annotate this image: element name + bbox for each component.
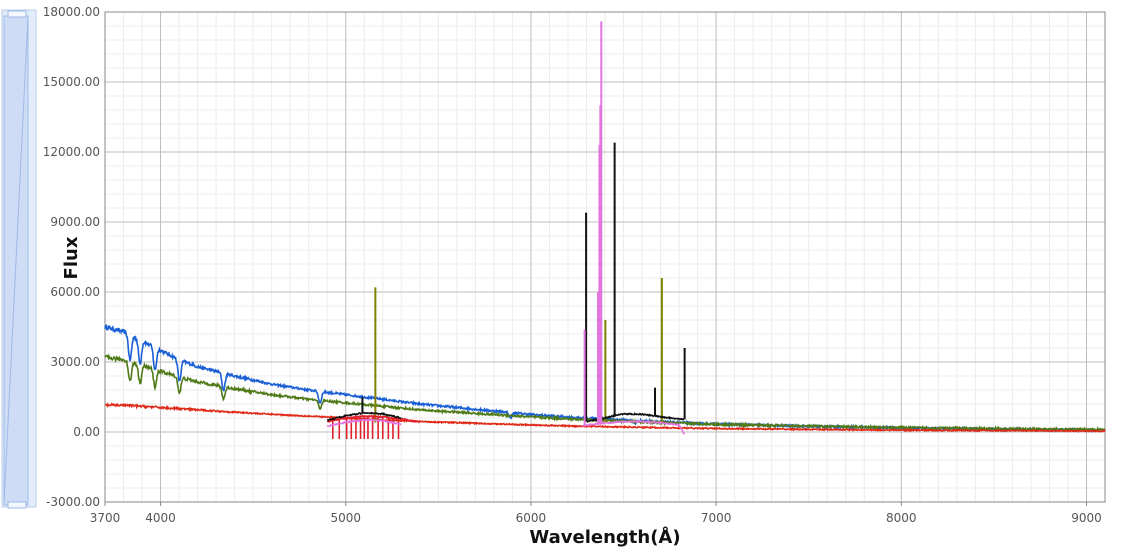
range-slider-panel[interactable]: [0, 0, 40, 512]
plot-area: [104, 11, 1106, 503]
spectrum-line: [586, 412, 685, 424]
spectrum-line: [327, 418, 402, 428]
x-axis-ticks: 3700 4000 5000 6000 7000 8000 9000: [90, 502, 1102, 525]
spectrum-line: [105, 402, 1106, 434]
x-axis-title: Wavelength(Å): [529, 525, 680, 548]
y-tick-label: 6000.00: [50, 285, 100, 299]
y-tick-label: 15000.00: [43, 75, 100, 89]
y-tick-label: 3000.00: [50, 355, 100, 369]
range-slider-diagonal: [3, 15, 29, 506]
spectrum-series-6: [326, 397, 402, 422]
spectrum-line: [326, 411, 402, 422]
y-axis-title: Flux: [61, 236, 82, 279]
x-tick-label: 9000: [1071, 511, 1102, 525]
y-tick-label: -3000.00: [46, 495, 100, 509]
y-tick-label: 18000.00: [43, 5, 100, 19]
chart-grid: [105, 11, 1106, 503]
x-tick-label: 5000: [330, 511, 361, 525]
x-tick-label: 8000: [886, 511, 917, 525]
x-tick-label: 7000: [701, 511, 732, 525]
y-tick-label: 9000.00: [50, 215, 100, 229]
x-tick-label: 3700: [90, 511, 121, 525]
y-tick-label: 0.00: [73, 425, 100, 439]
x-tick-label: 6000: [516, 511, 547, 525]
spectrum-series-9: [582, 21, 686, 435]
spectrum-series-8: [327, 418, 402, 428]
x-tick-label: 4000: [145, 511, 176, 525]
y-tick-label: 12000.00: [43, 145, 100, 159]
range-slider-bottom-handle[interactable]: [7, 501, 27, 509]
spectrum-series-4: [374, 278, 663, 423]
spectrum-series-3: [105, 402, 1106, 434]
spectrum-series-5: [326, 414, 421, 439]
range-slider-top-handle[interactable]: [7, 10, 27, 18]
series-layer: [104, 21, 1106, 439]
spectrum-series-7: [585, 142, 686, 424]
y-axis-ticks: -3000.00 0.00 3000.00 6000.00 9000.00 12000.0…: [43, 5, 100, 509]
